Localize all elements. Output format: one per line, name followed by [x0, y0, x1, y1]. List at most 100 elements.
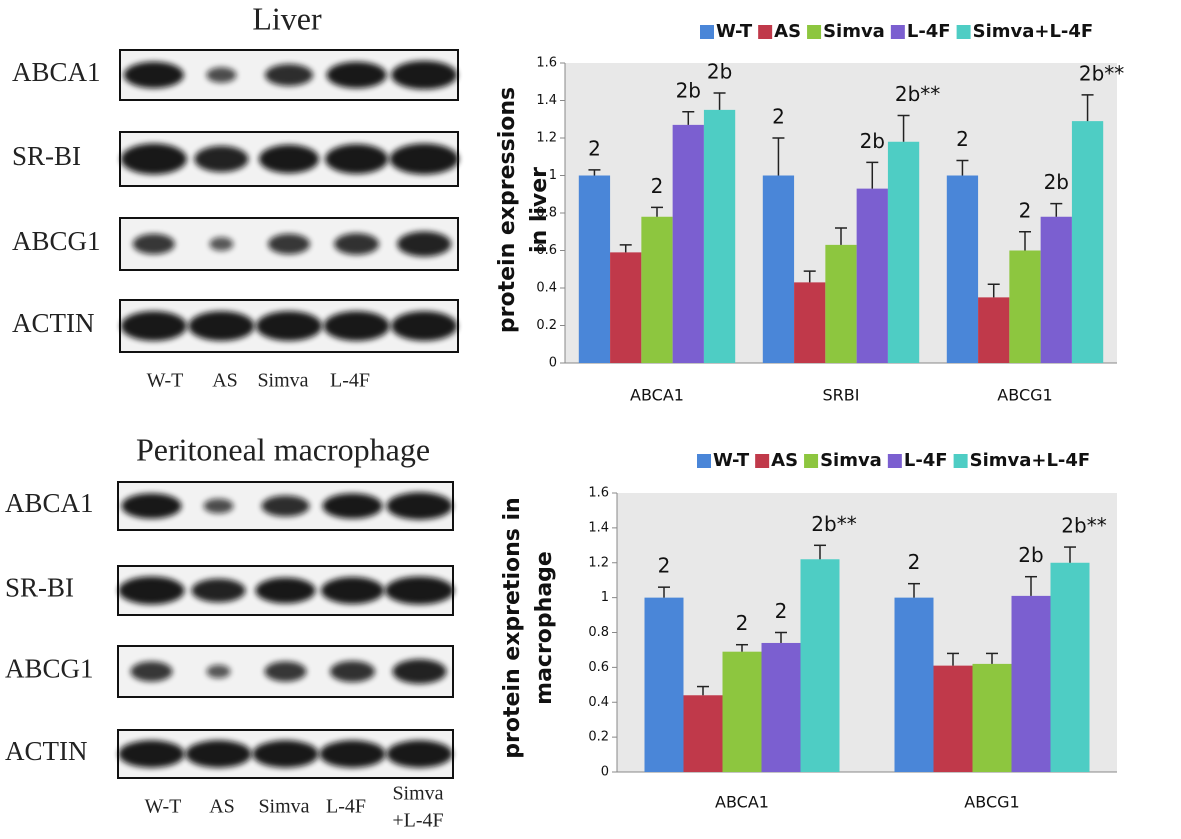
legend-label: Simva — [823, 21, 885, 42]
legend-swatch — [890, 25, 905, 39]
blot-band — [386, 492, 453, 520]
annotation: 2b** — [1079, 61, 1124, 85]
y-tick-label: 0.4 — [588, 695, 609, 710]
annotation: 2b — [860, 129, 885, 153]
blot-row-label: ACTIN — [5, 736, 88, 766]
bar — [800, 559, 840, 772]
blot-band — [319, 740, 386, 768]
y-tick-label: 1.4 — [536, 93, 557, 108]
blot-row-label: ABCG1 — [5, 654, 94, 684]
blot-lane-label: Simva — [258, 796, 309, 818]
bar — [1040, 216, 1072, 363]
blot-band — [206, 67, 237, 83]
blot-lane-label: L-4F — [330, 370, 370, 392]
bar — [644, 597, 684, 772]
blot-band — [391, 60, 458, 90]
y-tick-label: 0.8 — [588, 625, 609, 640]
blot-band — [325, 144, 389, 174]
bar — [703, 109, 736, 363]
blot-lane-label: AS — [209, 796, 235, 818]
x-tick-label: ABCA1 — [715, 793, 769, 812]
annotation: 2 — [1019, 198, 1032, 222]
bar — [762, 175, 795, 363]
legend-label: L-4F — [907, 21, 951, 42]
blot-row-label: SR-BI — [5, 573, 74, 603]
y-tick-label: 1 — [601, 590, 609, 605]
blot-band — [392, 659, 447, 684]
blot-band — [261, 495, 310, 517]
blot-lane-label: W-T — [147, 370, 184, 392]
blot-band — [326, 61, 387, 89]
y-tick-label: 0 — [601, 765, 609, 780]
blot-lane-label: L-4F — [326, 796, 366, 818]
annotation: 2 — [651, 174, 664, 198]
blot-band — [397, 231, 452, 257]
legend-label: Simva+L-4F — [970, 450, 1091, 471]
bar — [825, 244, 857, 363]
blot-band — [391, 311, 458, 341]
bar — [887, 141, 920, 363]
annotation: 2b** — [895, 82, 940, 106]
y-axis-label: protein expretions in — [500, 497, 525, 758]
bar — [722, 651, 762, 772]
bar — [1009, 250, 1041, 363]
annotation: 2 — [772, 105, 785, 129]
blot-band — [255, 577, 316, 604]
bar — [683, 695, 723, 772]
annotation: 2b — [1018, 543, 1043, 567]
bar — [761, 642, 801, 772]
bar — [933, 665, 973, 772]
annotation: 2 — [908, 550, 921, 574]
blot-lane-label: +L-4F — [392, 810, 443, 832]
y-tick-label: 1.2 — [588, 555, 609, 570]
blot-band — [385, 576, 454, 605]
y-tick-label: 1.6 — [588, 486, 609, 501]
legend-label: Simva — [820, 450, 882, 471]
legend-swatch — [887, 454, 902, 468]
blot-lane-label: W-T — [145, 796, 182, 818]
y-tick-label: 0.6 — [588, 660, 609, 675]
blot-row-label: ACTIN — [12, 308, 95, 338]
bar — [972, 663, 1012, 772]
annotation: 2b — [1044, 170, 1069, 194]
bar — [1071, 121, 1104, 363]
y-tick-label: 0 — [549, 356, 557, 371]
blot-band — [268, 233, 310, 255]
y-tick-label: 1.4 — [588, 520, 609, 535]
blot-lane-label: Simva — [392, 783, 443, 805]
annotation: 2b** — [811, 512, 856, 536]
legend-swatch — [697, 454, 711, 468]
y-axis-label: macrophage — [532, 551, 557, 705]
annotation: 2 — [658, 554, 671, 578]
legend-swatch — [758, 25, 773, 39]
blot-band — [203, 498, 234, 514]
legend-swatch — [956, 25, 971, 39]
y-tick-label: 0.4 — [536, 281, 557, 296]
legend-label: Simva+L-4F — [973, 21, 1094, 42]
x-tick-label: ABCG1 — [964, 793, 1019, 812]
bar — [894, 597, 934, 772]
blot-band — [264, 661, 307, 682]
y-tick-label: 1.6 — [536, 56, 557, 71]
blot-lane-label: AS — [212, 370, 238, 392]
bar — [578, 175, 611, 363]
blot-band — [209, 237, 234, 251]
y-tick-label: 1 — [549, 168, 557, 183]
legend-label: AS — [774, 21, 801, 42]
blot-band — [256, 311, 322, 341]
legend-label: AS — [771, 450, 798, 471]
bar — [641, 216, 673, 363]
bar — [978, 297, 1010, 363]
legend-swatch — [953, 454, 968, 468]
y-tick-label: 0.2 — [588, 730, 609, 745]
blot-title: Peritoneal macrophage — [136, 431, 430, 467]
blot-band — [321, 577, 384, 604]
legend-swatch — [700, 25, 714, 39]
annotation: 2b — [676, 78, 701, 102]
legend-label: L-4F — [904, 450, 948, 471]
y-tick-label: 0.8 — [536, 206, 557, 221]
blot-band — [118, 576, 185, 605]
blot-band — [265, 64, 313, 86]
y-tick-label: 0.2 — [536, 318, 557, 333]
